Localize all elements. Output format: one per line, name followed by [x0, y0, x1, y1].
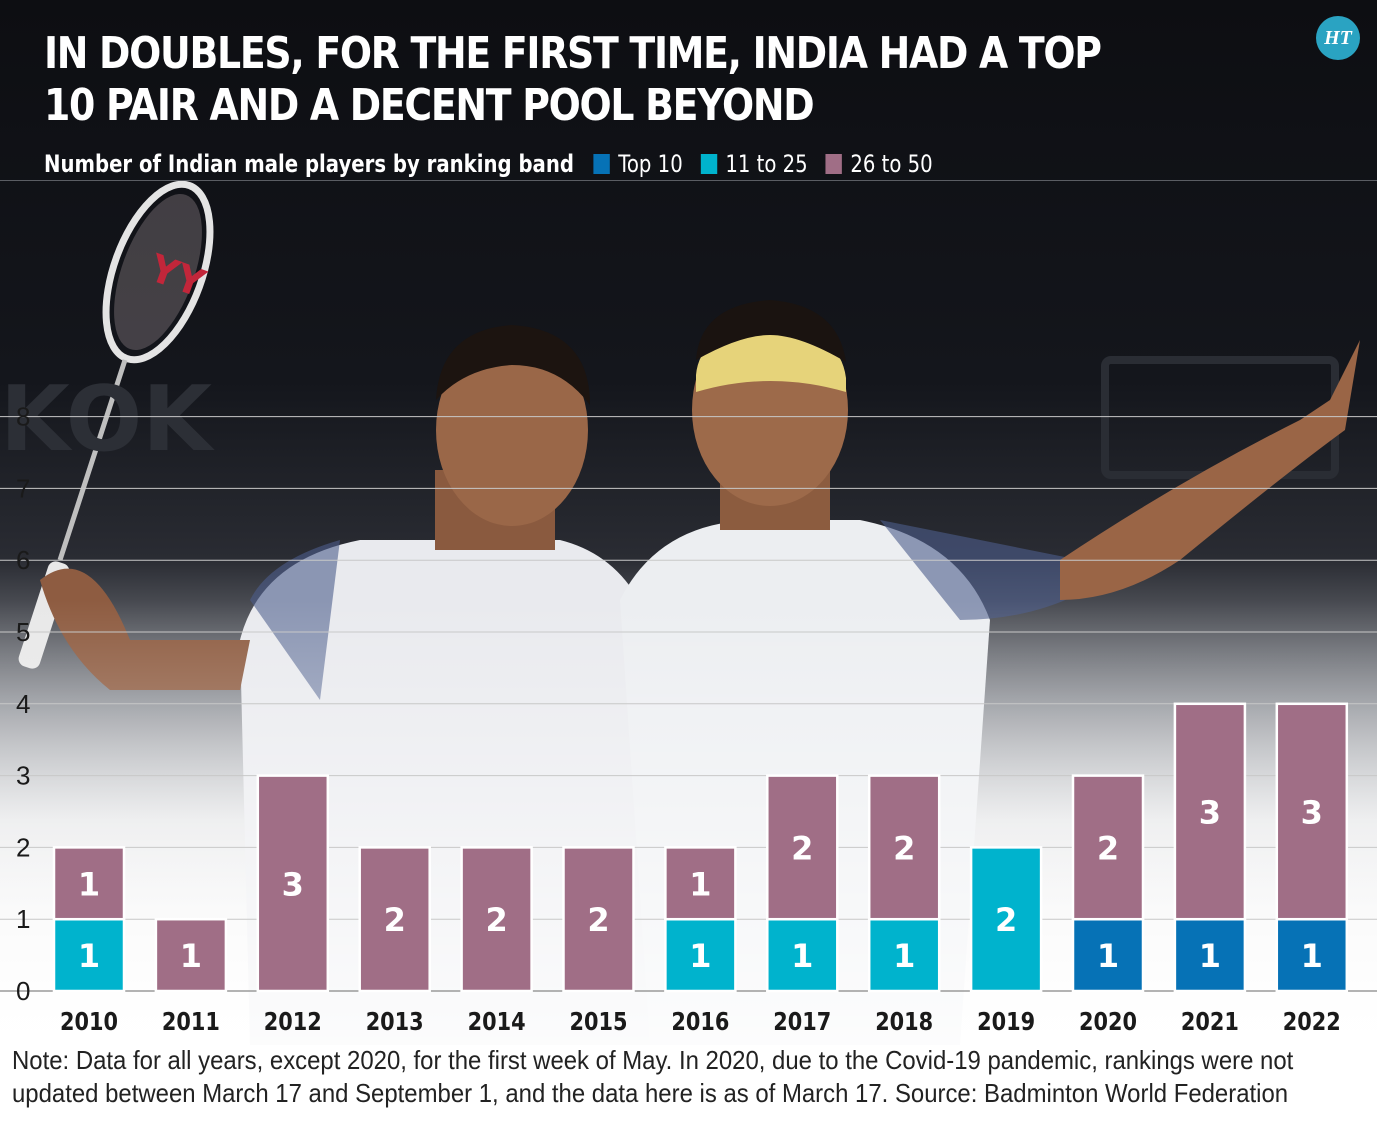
bar-segment	[154, 917, 228, 993]
y-tick-label: 0	[16, 976, 30, 1006]
bar-segment	[1173, 702, 1247, 921]
bar-segment	[256, 774, 330, 993]
bar-value-label: 1	[78, 865, 100, 903]
bar-value-label: 1	[1097, 937, 1119, 975]
legend-label-26-to-50: 26 to 50	[850, 150, 933, 178]
x-tick-label: 2019	[977, 1007, 1035, 1036]
bar-segment	[1071, 774, 1145, 921]
bar-value-label: 2	[587, 901, 609, 939]
bar-value-label: 1	[78, 937, 100, 975]
bar-segment	[664, 846, 737, 921]
header-divider	[0, 180, 1377, 181]
bar-value-label: 2	[1097, 829, 1119, 867]
legend-label-top10: Top 10	[618, 150, 683, 178]
bar-value-label: 3	[1199, 794, 1221, 832]
subtitle-legend-row: Number of Indian male players by ranking…	[44, 148, 951, 180]
bar-value-label: 1	[1199, 937, 1221, 975]
bar-value-label: 2	[384, 901, 406, 939]
x-tick-label: 2011	[162, 1007, 220, 1036]
bar-value-label: 1	[791, 937, 813, 975]
bar-segment	[867, 774, 941, 921]
bar-value-label: 2	[995, 901, 1017, 939]
x-tick-label: 2015	[570, 1007, 628, 1036]
legend-swatch-26-to-50	[825, 154, 843, 174]
bar-value-label: 3	[282, 865, 304, 903]
x-tick-label: 2013	[366, 1007, 424, 1036]
y-tick-label: 6	[16, 545, 30, 575]
footnote-source: Note: Data for all years, except 2020, f…	[12, 1045, 1294, 1108]
y-tick-label: 5	[16, 617, 30, 647]
bar-segment	[1275, 917, 1349, 993]
bar-segment	[969, 846, 1043, 993]
y-tick-label: 7	[16, 473, 30, 503]
x-tick-label: 2022	[1283, 1007, 1341, 1036]
bar-segment	[52, 846, 126, 921]
bar-segment	[766, 917, 839, 993]
svg-text:KOK: KOK	[0, 367, 215, 472]
ht-logo: HT	[1316, 16, 1360, 60]
x-tick-label: 2014	[468, 1007, 526, 1036]
stacked-bar-chart: 0 1 2 3 4 5 6 7 8 1 1 2010 1 2011 3 2012 2 2013 2 2014 2 2015…	[0, 402, 1377, 1036]
x-tick-label: 2010	[60, 1007, 118, 1036]
bar-segment	[1071, 917, 1145, 993]
y-tick-label: 2	[16, 832, 30, 862]
y-tick-label: 3	[16, 761, 30, 791]
y-tick-label: 1	[16, 904, 30, 934]
bar-segment	[460, 846, 533, 993]
bar-value-label: 3	[1301, 794, 1323, 832]
x-tick-label: 2017	[773, 1007, 831, 1036]
legend-item-11-to-25: 11 to 25	[700, 150, 808, 178]
bar-value-label: 2	[485, 901, 507, 939]
y-tick-label: 4	[16, 689, 30, 719]
y-tick-label: 8	[16, 402, 30, 432]
x-tick-label: 2012	[264, 1007, 322, 1036]
x-tick-label: 2018	[875, 1007, 933, 1036]
legend-item-top10: Top 10	[593, 150, 683, 178]
chart-subtitle: Number of Indian male players by ranking…	[44, 150, 574, 178]
bar-value-label: 1	[689, 865, 711, 903]
legend-swatch-11-to-25	[700, 154, 718, 174]
bar-value-label: 2	[791, 829, 813, 867]
bar-segment	[1275, 702, 1349, 921]
bar-value-label: 2	[893, 829, 915, 867]
x-tick-label: 2016	[671, 1007, 729, 1036]
legend-label-11-to-25: 11 to 25	[725, 150, 808, 178]
legend-swatch-top10	[593, 154, 611, 174]
legend-item-26-to-50: 26 to 50	[825, 150, 933, 178]
x-tick-label: 2021	[1181, 1007, 1239, 1036]
bar-segment	[766, 774, 839, 921]
x-tick-label: 2020	[1079, 1007, 1137, 1036]
bar-value-label: 1	[689, 937, 711, 975]
bar-value-label: 1	[893, 937, 915, 975]
bar-value-label: 1	[1301, 937, 1323, 975]
bar-segment	[358, 846, 431, 993]
bar-value-label: 1	[180, 937, 202, 975]
chart-title: IN DOUBLES, FOR THE FIRST TIME, INDIA HA…	[44, 28, 1102, 131]
bar-segment	[562, 846, 635, 993]
